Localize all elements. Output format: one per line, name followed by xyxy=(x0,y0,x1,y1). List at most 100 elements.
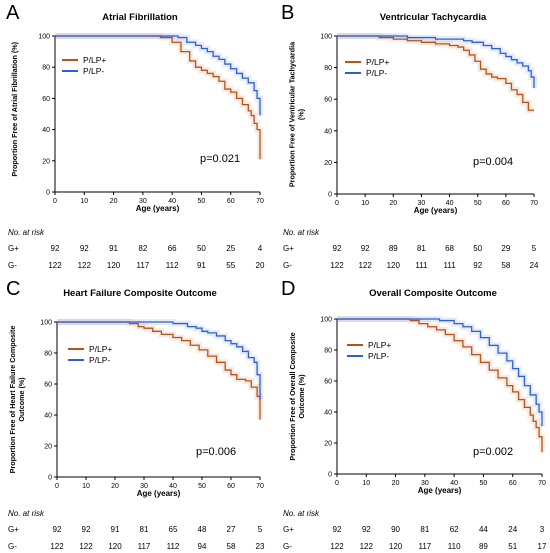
risk-count: 94 xyxy=(197,542,207,551)
y-tick-label: 100 xyxy=(38,34,50,41)
risk-count: 25 xyxy=(226,244,236,253)
risk-count: 92 xyxy=(79,244,89,253)
risk-count: 92 xyxy=(332,244,342,253)
x-tick-label: 50 xyxy=(480,480,488,487)
risk-count: 24 xyxy=(529,261,539,270)
x-tick-label: 10 xyxy=(361,200,369,207)
panel-letter: A xyxy=(6,2,20,24)
x-tick-label: 60 xyxy=(509,480,517,487)
km-panel-atrial-fibrillation: A Atrial Fibrillation 0 10 20 30 40 50 60 70 0 20 40… xyxy=(0,0,275,276)
risk-count: 81 xyxy=(139,525,149,534)
risk-row-label: G+ xyxy=(283,525,294,534)
panel-letter: D xyxy=(281,278,296,300)
confidence-band xyxy=(337,316,545,426)
p-value-annotation: p=0.002 xyxy=(473,446,514,458)
confidence-band xyxy=(57,319,263,420)
x-tick-label: 20 xyxy=(110,198,118,205)
risk-count: 92 xyxy=(473,261,483,270)
risk-count: 120 xyxy=(108,542,122,551)
risk-count: 91 xyxy=(196,261,206,270)
risk-row-label: G+ xyxy=(8,525,19,534)
risk-count: 5 xyxy=(531,244,537,253)
y-tick-label: 60 xyxy=(44,382,52,389)
panel-letter: C xyxy=(6,278,21,300)
km-panel-heart-failure: C Heart Failure Composite Outcome 0 10 20 30 4… xyxy=(0,276,275,553)
risk-count: 48 xyxy=(197,525,207,534)
x-tick-label: 10 xyxy=(362,480,370,487)
chart-title: Atrial Fibrillation xyxy=(102,12,178,23)
y-tick-label: 20 xyxy=(42,158,50,165)
x-axis-label: Age (years) xyxy=(417,486,462,495)
km-panel-ventricular-tachycardia: B Ventricular Tachycardia 0 10 20 30 40 50 60 70 0… xyxy=(275,0,550,276)
legend-entry: P/LP- xyxy=(68,354,112,365)
x-tick-label: 70 xyxy=(538,480,546,487)
km-plot: 0 10 20 30 40 50 60 70 0 20 40 60 80 100 xyxy=(320,316,546,487)
legend-swatch xyxy=(347,343,363,346)
risk-count: 92 xyxy=(360,244,370,253)
legend-label: P/LP+ xyxy=(368,339,392,350)
risk-count: 24 xyxy=(508,525,518,534)
x-tick-label: 40 xyxy=(168,198,176,205)
survival-curve-plp-positive xyxy=(337,318,543,453)
risk-count: 3 xyxy=(539,525,545,534)
legend-entry: P/LP+ xyxy=(347,339,391,350)
risk-count: 117 xyxy=(137,542,151,551)
y-tick-label: 40 xyxy=(42,127,50,134)
risk-row-label: G- xyxy=(283,542,292,551)
y-tick-label: 60 xyxy=(324,97,332,104)
risk-count: 122 xyxy=(359,542,373,551)
survival-curve-plp-positive xyxy=(57,321,261,420)
x-tick-label: 0 xyxy=(55,483,59,490)
legend-label: P/LP- xyxy=(366,67,388,78)
survival-curve-plp-positive xyxy=(337,35,534,111)
p-value-annotation: p=0.004 xyxy=(473,156,514,168)
risk-count: 66 xyxy=(167,244,177,253)
y-tick-label: 0 xyxy=(48,475,52,482)
p-value-annotation: p=0.006 xyxy=(196,446,237,458)
legend-swatch xyxy=(345,71,361,74)
risk-row-label: G+ xyxy=(8,244,19,253)
y-tick-label: 80 xyxy=(44,351,52,358)
y-tick-label: 100 xyxy=(40,320,52,327)
risk-count: 92 xyxy=(81,525,91,534)
chart-title: Overall Composite Outcome xyxy=(369,288,497,299)
x-tick-label: 0 xyxy=(335,480,339,487)
risk-row-label: G- xyxy=(8,261,17,270)
risk-count: 122 xyxy=(330,261,344,270)
legend-label: P/LP- xyxy=(89,354,111,365)
survival-curve-plp-negative xyxy=(337,35,535,89)
risk-count: 112 xyxy=(166,542,180,551)
survival-curve-plp-negative xyxy=(55,35,261,116)
x-tick-label: 50 xyxy=(198,198,206,205)
risk-table-title: No. at risk xyxy=(8,228,45,237)
risk-count: 122 xyxy=(358,261,372,270)
risk-count: 111 xyxy=(443,261,456,270)
y-axis-label: Proportion Free of Atrial Fibrillation (… xyxy=(9,41,19,177)
x-tick-label: 20 xyxy=(389,200,397,207)
x-tick-label: 50 xyxy=(198,483,206,490)
risk-count: 58 xyxy=(501,261,511,270)
risk-count: 82 xyxy=(138,244,148,253)
legend: P/LP+ P/LP- xyxy=(68,343,112,365)
risk-count: 120 xyxy=(106,261,121,270)
y-tick-label: 40 xyxy=(324,410,332,417)
x-tick-label: 70 xyxy=(530,200,538,207)
y-axis-label: Proportion Free of Ventricular Tachycard… xyxy=(287,41,306,188)
y-tick-label: 40 xyxy=(324,128,332,135)
y-tick-label: 80 xyxy=(324,348,332,355)
risk-count: 111 xyxy=(415,261,428,270)
x-axis-label: Age (years) xyxy=(136,489,181,498)
risk-count: 91 xyxy=(109,244,119,253)
survival-curve-plp-negative xyxy=(57,321,261,400)
x-tick-label: 70 xyxy=(256,198,264,205)
risk-row-label: G- xyxy=(8,542,17,551)
risk-count: 90 xyxy=(391,525,401,534)
legend-swatch xyxy=(68,358,84,361)
km-plot: 0 10 20 30 40 50 60 70 0 20 40 60 80 100 xyxy=(320,33,538,207)
risk-count: 5 xyxy=(257,525,263,534)
x-tick-label: 0 xyxy=(335,200,339,207)
risk-count: 92 xyxy=(52,525,62,534)
risk-count: 27 xyxy=(226,525,236,534)
risk-count: 62 xyxy=(449,525,459,534)
p-value-annotation: p=0.021 xyxy=(200,153,241,165)
